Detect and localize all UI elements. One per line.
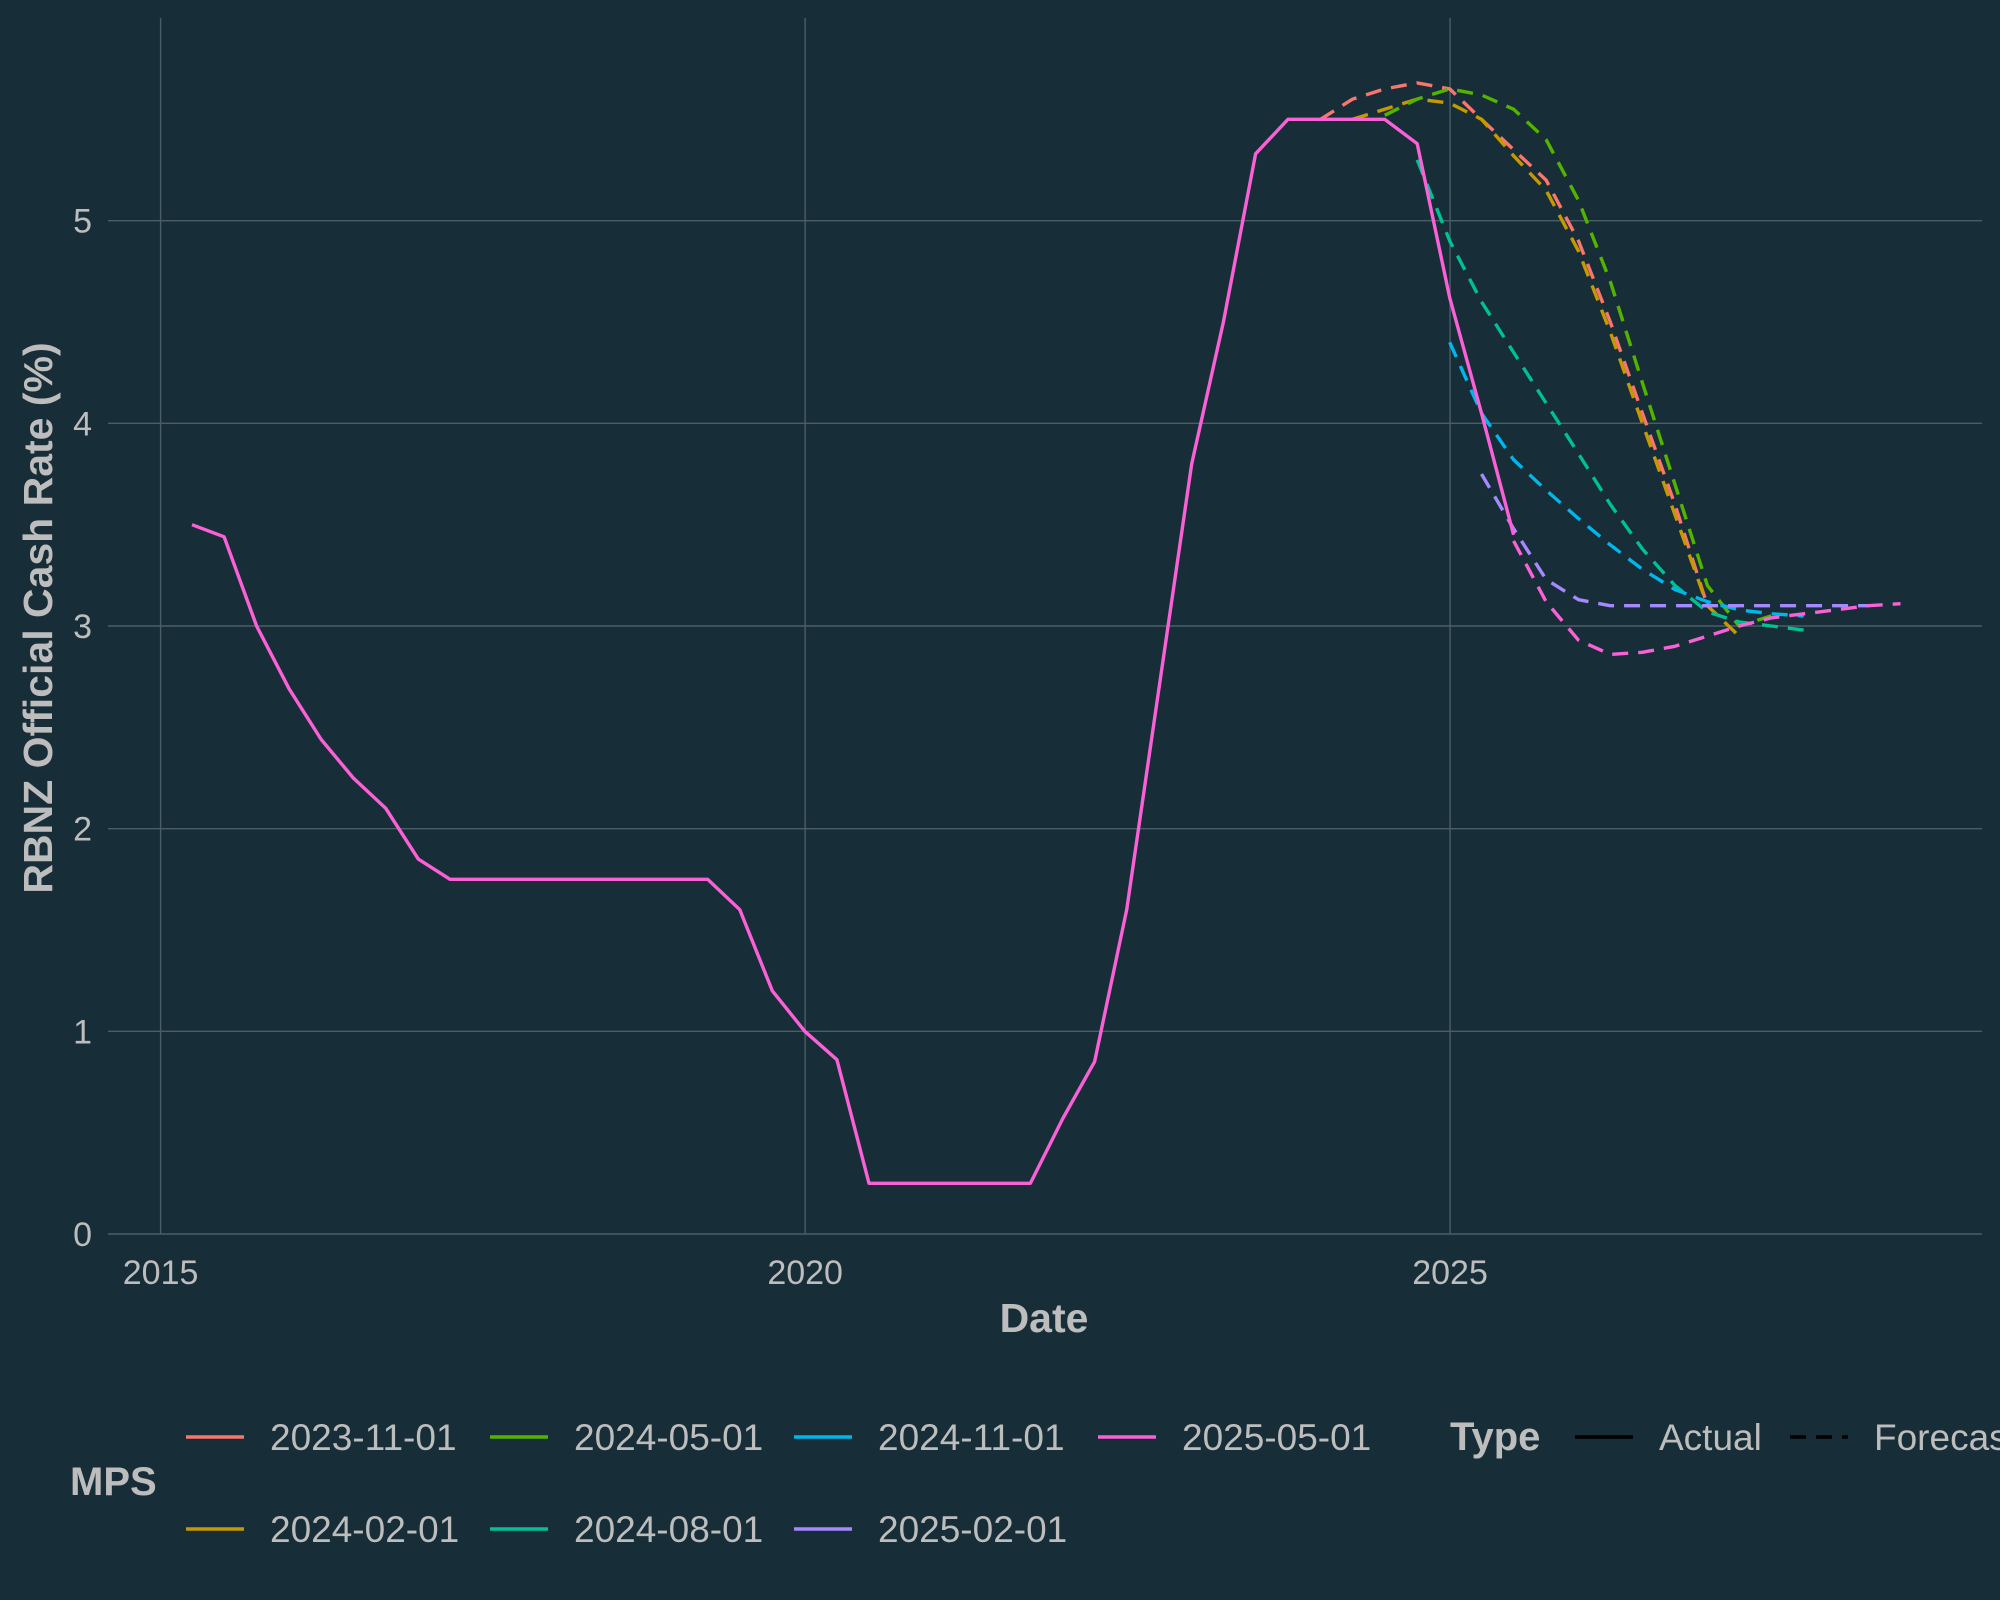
gridlines [108,18,1982,1235]
legend-label-actual: Actual [1659,1417,1762,1458]
legend-mps-title: MPS [70,1460,157,1504]
y-tick-label: 5 [73,203,92,241]
y-tick-label: 1 [73,1013,92,1051]
x-tick-label: 2015 [123,1254,199,1292]
series-lines [191,81,1901,1186]
forecast-line-2025-05-01 [1512,540,1901,657]
forecast-line-2024-05-01 [1383,87,1772,628]
legend-mps-items: 2023-11-01 2024-02-01 2024-05-01 2024-08-01… [186,1417,1371,1550]
y-tick-labels: 0 1 2 3 4 5 [73,203,92,1254]
legend-label-2024-08-01: 2024-08-01 [574,1509,763,1550]
forecast-line-2024-08-01 [1415,159,1804,632]
legend-label-2025-05-01: 2025-05-01 [1182,1417,1371,1458]
forecast-line-2023-11-01 [1319,81,1710,607]
legend-label-2023-11-01: 2023-11-01 [270,1417,457,1458]
x-tick-label: 2020 [767,1254,843,1292]
legend-label-2024-11-01: 2024-11-01 [878,1417,1065,1458]
y-tick-label: 4 [73,405,92,443]
y-tick-label: 0 [73,1216,92,1254]
legend-type-title: Type [1450,1415,1540,1459]
legend-label-2024-05-01: 2024-05-01 [574,1417,763,1458]
x-tick-label: 2025 [1412,1254,1488,1292]
actual-line-2025-05-01 [191,117,1516,1186]
forecast-line-2024-11-01 [1448,341,1804,618]
legend-label-2025-02-01: 2025-02-01 [878,1509,1067,1550]
x-axis-title: Date [1000,1295,1089,1341]
legend-label-2024-02-01: 2024-02-01 [270,1509,459,1550]
legend: MPS 2023-11-01 2024-02-01 2024-05-01 2024-0… [70,1415,2000,1550]
y-tick-label: 3 [73,608,92,646]
legend-label-forecast: Forecast [1874,1417,2000,1458]
y-tick-label: 2 [73,811,92,849]
legend-type-items: Actual Forecast [1575,1417,2000,1458]
x-tick-labels: 2015 2020 2025 [123,1254,1488,1292]
y-axis-title: RBNZ Official Cash Rate (%) [15,342,61,893]
